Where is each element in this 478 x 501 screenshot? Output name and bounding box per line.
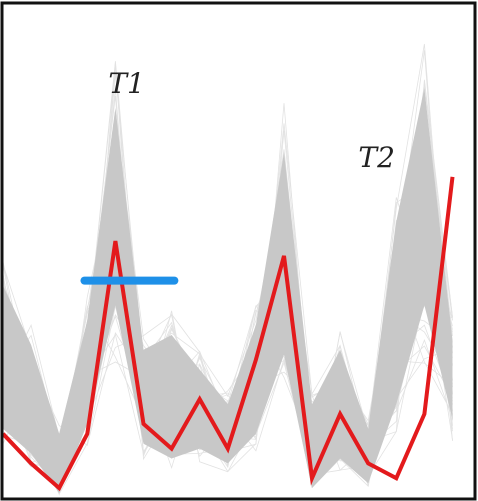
annotation-t1: T1	[108, 67, 145, 100]
annotation-t2: T2	[358, 141, 395, 174]
series-line	[3, 176, 455, 492]
spread-band	[3, 88, 453, 494]
